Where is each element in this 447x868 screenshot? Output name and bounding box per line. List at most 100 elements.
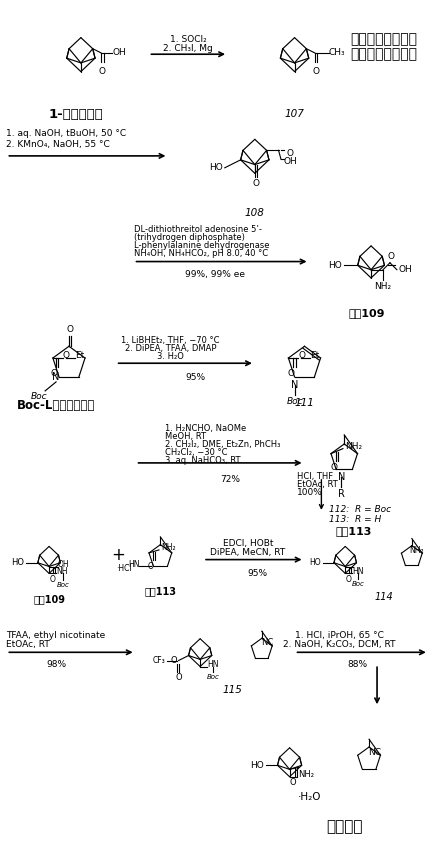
Text: NH₂: NH₂ <box>345 442 362 451</box>
Text: HN: HN <box>128 560 139 569</box>
Text: Boc: Boc <box>31 392 47 401</box>
Text: HCl, THF: HCl, THF <box>296 472 333 481</box>
Text: O: O <box>289 779 296 787</box>
Text: O: O <box>98 67 105 76</box>
Text: 113:  R = H: 113: R = H <box>329 515 382 523</box>
Text: ·H₂O: ·H₂O <box>298 792 321 802</box>
Text: OH: OH <box>283 157 297 166</box>
Text: HO: HO <box>250 761 264 770</box>
Text: 2. KMnO₄, NaOH, 55 °C: 2. KMnO₄, NaOH, 55 °C <box>6 140 110 149</box>
Text: O: O <box>67 326 73 334</box>
Text: O: O <box>312 67 319 76</box>
Text: R: R <box>337 490 345 499</box>
Text: 2. CH₃I, Mg: 2. CH₃I, Mg <box>163 44 213 53</box>
Text: O: O <box>388 252 394 260</box>
Text: OH: OH <box>58 560 70 569</box>
Text: O: O <box>345 575 351 584</box>
Text: NH₂: NH₂ <box>299 770 315 779</box>
Text: NH₂: NH₂ <box>161 543 176 552</box>
Text: NH₄OH, NH₄HCO₂, pH 8.0, 40 °C: NH₄OH, NH₄HCO₂, pH 8.0, 40 °C <box>134 248 268 258</box>
Text: MeOH, RT: MeOH, RT <box>165 432 207 441</box>
Text: ·HCl: ·HCl <box>116 564 131 573</box>
Text: EtOAc, RT: EtOAc, RT <box>296 480 337 489</box>
Text: 88%: 88% <box>347 661 367 669</box>
Text: O: O <box>170 656 177 665</box>
Text: 95%: 95% <box>248 569 268 577</box>
Text: 前体113: 前体113 <box>144 587 177 596</box>
Text: DiPEA, MeCN, RT: DiPEA, MeCN, RT <box>210 548 286 556</box>
Text: HO: HO <box>328 260 342 270</box>
Text: Boc-L焦谷氨酸乙酯: Boc-L焦谷氨酸乙酯 <box>17 398 95 411</box>
Text: +: + <box>112 546 126 563</box>
Text: EtOAc, RT: EtOAc, RT <box>6 641 50 649</box>
Text: HO: HO <box>209 163 223 173</box>
Text: 1. aq. NaOH, tBuOH, 50 °C: 1. aq. NaOH, tBuOH, 50 °C <box>6 129 127 138</box>
Text: 3. H₂O: 3. H₂O <box>157 352 184 361</box>
Text: N: N <box>52 372 60 382</box>
Text: 2. DiPEA, TFAA, DMAP: 2. DiPEA, TFAA, DMAP <box>125 345 216 353</box>
Text: O: O <box>287 148 294 158</box>
Text: 前体109: 前体109 <box>33 595 65 604</box>
Text: 100%: 100% <box>296 488 322 496</box>
Text: OH: OH <box>112 49 126 57</box>
Text: 111: 111 <box>295 398 314 408</box>
Text: HN: HN <box>352 567 364 576</box>
Text: 前体113: 前体113 <box>336 526 372 536</box>
Text: 1. SOCl₂: 1. SOCl₂ <box>170 36 207 44</box>
Text: 1. LiBHEt₂, THF, −70 °C: 1. LiBHEt₂, THF, −70 °C <box>121 336 219 345</box>
Text: CH₂Cl₂, −30 °C: CH₂Cl₂, −30 °C <box>165 448 228 457</box>
Text: 114: 114 <box>375 593 393 602</box>
Text: NH₂: NH₂ <box>375 282 392 291</box>
Text: TFAA, ethyl nicotinate: TFAA, ethyl nicotinate <box>6 631 105 641</box>
Text: CH₃: CH₃ <box>329 49 345 57</box>
Text: 2. CH₂I₂, DME, Et₂Zn, PhCH₃: 2. CH₂I₂, DME, Et₂Zn, PhCH₃ <box>165 440 281 449</box>
Text: 95%: 95% <box>185 373 205 382</box>
Text: 107: 107 <box>285 109 304 119</box>
Text: 的化学反应路线图: 的化学反应路线图 <box>350 47 417 62</box>
Text: DL-dithiothreitol adenosine 5’-: DL-dithiothreitol adenosine 5’- <box>134 225 261 233</box>
Text: 人工合成沙格列汀: 人工合成沙格列汀 <box>350 32 417 46</box>
Text: NH₂: NH₂ <box>409 546 424 555</box>
Text: 98%: 98% <box>46 661 66 669</box>
Text: O: O <box>175 674 182 682</box>
Text: N: N <box>338 472 346 483</box>
Text: O: O <box>252 179 259 187</box>
Text: 112:  R = Boc: 112: R = Boc <box>329 505 392 514</box>
Text: NC: NC <box>261 639 274 648</box>
Text: NC: NC <box>368 747 381 757</box>
Text: Boc: Boc <box>286 397 303 406</box>
Text: Boc: Boc <box>57 582 69 589</box>
Text: HO: HO <box>309 558 321 567</box>
Text: 1. H₂NCHO, NaOMe: 1. H₂NCHO, NaOMe <box>165 424 247 433</box>
Text: 1-金刚烷甲酸: 1-金刚烷甲酸 <box>49 108 103 121</box>
Text: 3. aq. NaHCO₃, RT: 3. aq. NaHCO₃, RT <box>165 456 241 465</box>
Text: O: O <box>49 575 55 584</box>
Text: O: O <box>148 562 154 571</box>
Text: CF₃: CF₃ <box>153 656 166 665</box>
Text: L-phenylalanine dehydrogenase: L-phenylalanine dehydrogenase <box>134 240 269 250</box>
Text: Boc: Boc <box>207 674 219 681</box>
Text: 108: 108 <box>245 207 265 218</box>
Text: 72%: 72% <box>220 475 240 483</box>
Text: O: O <box>298 352 305 360</box>
Text: Boc: Boc <box>352 582 365 588</box>
Text: HN: HN <box>207 660 219 669</box>
Text: 前体109: 前体109 <box>349 308 385 319</box>
Text: EDCl, HOBt: EDCl, HOBt <box>223 539 273 548</box>
Text: Et: Et <box>75 352 84 360</box>
Text: HO: HO <box>11 558 24 567</box>
Text: 2. NaOH, K₂CO₃, DCM, RT: 2. NaOH, K₂CO₃, DCM, RT <box>283 641 396 649</box>
Text: O: O <box>51 369 57 378</box>
Text: 99%, 99% ee: 99%, 99% ee <box>185 270 245 279</box>
Text: 沙格列汀: 沙格列汀 <box>326 819 363 834</box>
Text: 1. HCl, iPrOH, 65 °C: 1. HCl, iPrOH, 65 °C <box>295 631 384 641</box>
Text: 115: 115 <box>222 685 242 695</box>
Text: Et: Et <box>310 352 320 360</box>
Text: OH: OH <box>399 266 413 274</box>
Text: O: O <box>288 369 295 378</box>
Text: O: O <box>63 352 70 360</box>
Text: (trihydrogen diphosphate): (trihydrogen diphosphate) <box>134 233 245 241</box>
Text: NH: NH <box>56 567 67 576</box>
Text: O: O <box>330 463 337 471</box>
Text: N: N <box>291 380 298 390</box>
